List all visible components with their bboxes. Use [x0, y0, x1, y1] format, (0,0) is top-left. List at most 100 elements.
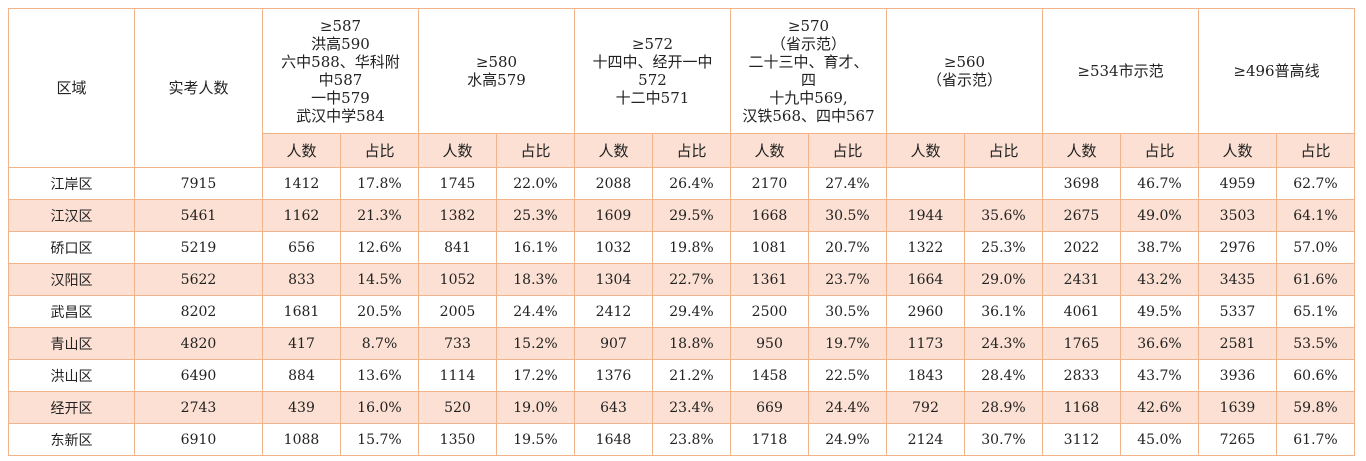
count-cell: 3503 [1198, 199, 1277, 232]
table-row: 江汉区 5461 1162 21.3% 1382 25.3% 1609 29.5% 1668 30… [8, 199, 1355, 232]
group-header-line: ≥560 [943, 53, 986, 71]
group-header: ≥572 十四中、经开一中 572 十二中571 [574, 8, 731, 134]
count-cell: 2976 [1198, 231, 1277, 264]
ratio-cell: 28.4% [964, 359, 1043, 392]
ratio-cell: 29.0% [964, 263, 1043, 296]
region-cell: 东新区 [8, 423, 135, 456]
count-cell: 1609 [574, 199, 653, 232]
region-header: 区域 [8, 8, 135, 168]
ratio-cell: 53.5% [1276, 327, 1355, 360]
count-cell: 1322 [886, 231, 965, 264]
ratio-cell: 24.4% [808, 391, 887, 424]
exam-count-cell: 2743 [134, 391, 263, 424]
count-cell: 1376 [574, 359, 653, 392]
exam-count-cell: 6490 [134, 359, 263, 392]
ratio-cell: 19.7% [808, 327, 887, 360]
count-cell: 1052 [418, 263, 497, 296]
count-cell: 841 [418, 231, 497, 264]
ratio-cell: 15.2% [496, 327, 575, 360]
ratio-cell: 20.7% [808, 231, 887, 264]
exam-count-cell: 7915 [134, 167, 263, 200]
ratio-cell: 8.7% [340, 327, 419, 360]
count-cell: 2124 [886, 423, 965, 456]
count-cell: 1458 [730, 359, 809, 392]
group-header-line: ≥496普高线 [1233, 62, 1320, 80]
ratio-subheader: 占比 [652, 133, 731, 168]
ratio-cell: 19.0% [496, 391, 575, 424]
group-header-line: ≥570 [787, 17, 830, 35]
ratio-cell: 23.7% [808, 263, 887, 296]
count-cell: 1361 [730, 263, 809, 296]
count-cell: 1944 [886, 199, 965, 232]
count-cell: 3112 [1042, 423, 1121, 456]
count-cell: 833 [262, 263, 341, 296]
ratio-cell: 61.6% [1276, 263, 1355, 296]
count-cell: 1681 [262, 295, 341, 328]
group-header-line: 十四中、经开一中 [592, 53, 713, 71]
ratio-cell: 24.9% [808, 423, 887, 456]
count-cell: 884 [262, 359, 341, 392]
table-row: 东新区 6910 1088 15.7% 1350 19.5% 1648 23.8% 1718 24… [8, 423, 1355, 456]
ratio-cell: 13.6% [340, 359, 419, 392]
count-cell: 2431 [1042, 263, 1121, 296]
count-cell: 1664 [886, 263, 965, 296]
group-header: ≥570 （省示范） 二十三中、育才、四十九中569, 汉铁568、四中567 [730, 8, 887, 134]
count-cell: 656 [262, 231, 341, 264]
ratio-cell: 20.5% [340, 295, 419, 328]
exam-count-header: 实考人数 [134, 8, 263, 168]
count-cell: 643 [574, 391, 653, 424]
ratio-cell: 57.0% [1276, 231, 1355, 264]
region-cell: 汉阳区 [8, 263, 135, 296]
ratio-cell: 15.7% [340, 423, 419, 456]
ratio-cell: 26.4% [652, 167, 731, 200]
ratio-cell: 30.7% [964, 423, 1043, 456]
ratio-cell: 16.0% [340, 391, 419, 424]
count-cell: 2022 [1042, 231, 1121, 264]
count-subheader: 人数 [418, 133, 497, 168]
count-cell: 439 [262, 391, 341, 424]
count-cell: 1382 [418, 199, 497, 232]
ratio-cell: 64.1% [1276, 199, 1355, 232]
ratio-cell: 29.4% [652, 295, 731, 328]
group-header-line: 一中579 [311, 89, 370, 107]
region-cell: 武昌区 [8, 295, 135, 328]
exam-count-cell: 5461 [134, 199, 263, 232]
ratio-cell: 18.8% [652, 327, 731, 360]
score-table-container: 区域 实考人数 ≥587 洪高590 六中588、华科附 中587 一中579 武汉中学5… [8, 8, 1355, 456]
group-header-line: 二十三中、育才、 [748, 53, 869, 71]
count-cell: 2960 [886, 295, 965, 328]
group-header: ≥587 洪高590 六中588、华科附 中587 一中579 武汉中学584 [262, 8, 419, 134]
count-cell: 1032 [574, 231, 653, 264]
count-subheader: 人数 [1198, 133, 1277, 168]
ratio-cell: 60.6% [1276, 359, 1355, 392]
exam-count-cell: 6910 [134, 423, 263, 456]
count-cell: 1162 [262, 199, 341, 232]
ratio-cell: 23.4% [652, 391, 731, 424]
exam-count-cell: 4820 [134, 327, 263, 360]
ratio-cell: 17.2% [496, 359, 575, 392]
header-row-subcolumns: 人数 占比 人数 占比 人数 占比 人数 占比 人数 占比 人数 占比 人数 占比 [9, 133, 1355, 168]
ratio-cell: 46.7% [1120, 167, 1199, 200]
ratio-cell: 42.6% [1120, 391, 1199, 424]
exam-count-cell: 8202 [134, 295, 263, 328]
group-header-line: ≥580 [475, 53, 518, 71]
table-body: 江岸区 7915 1412 17.8% 1745 22.0% 2088 26.4% 2170 27… [8, 167, 1355, 456]
group-header-line: 四 [800, 71, 816, 89]
ratio-subheader: 占比 [808, 133, 887, 168]
table-row: 江岸区 7915 1412 17.8% 1745 22.0% 2088 26.4% 2170 27… [8, 167, 1355, 200]
ratio-cell: 65.1% [1276, 295, 1355, 328]
group-header-line: 武汉中学584 [296, 107, 385, 125]
count-cell: 1088 [262, 423, 341, 456]
table-row: 武昌区 8202 1681 20.5% 2005 24.4% 2412 29.4% 2500 30… [8, 295, 1355, 328]
ratio-cell: 36.6% [1120, 327, 1199, 360]
ratio-cell: 22.5% [808, 359, 887, 392]
ratio-cell: 36.1% [964, 295, 1043, 328]
ratio-subheader: 占比 [1276, 133, 1355, 168]
group-header: ≥580 水高579 [418, 8, 575, 134]
count-cell: 3435 [1198, 263, 1277, 296]
group-header-line: 汉铁568、四中567 [742, 107, 875, 125]
ratio-cell: 38.7% [1120, 231, 1199, 264]
count-cell: 3698 [1042, 167, 1121, 200]
ratio-subheader: 占比 [496, 133, 575, 168]
table-row: 青山区 4820 417 8.7% 733 15.2% 907 18.8% 950 19.7% 11… [8, 327, 1355, 360]
